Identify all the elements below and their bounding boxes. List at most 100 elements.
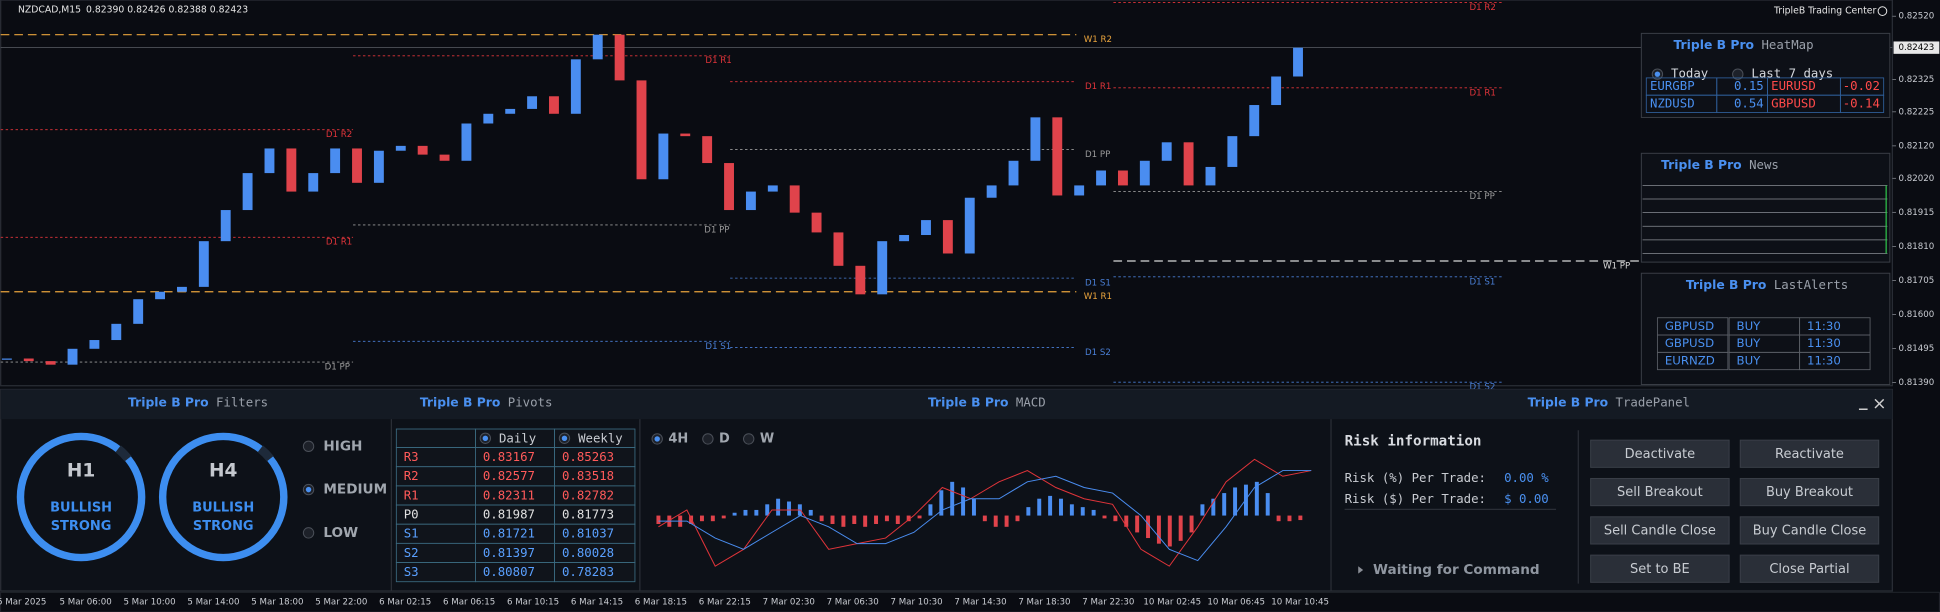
candle-body: [899, 235, 910, 242]
candle-body: [1271, 76, 1282, 106]
pivot-column-toggle-dot[interactable]: [561, 435, 568, 442]
gauge-timeframe: H1: [67, 461, 95, 482]
pivot-label: D1 S1: [1469, 277, 1495, 287]
gauge-strength: STRONG: [51, 519, 112, 534]
filter-level-dot[interactable]: [305, 486, 312, 493]
pivot-label: D1 S2: [1469, 383, 1495, 393]
candle-body: [614, 34, 625, 81]
x-tick-label: 5 Mar 18:00: [251, 598, 303, 608]
macd-histogram-bar: [928, 504, 933, 516]
macd-histogram-bar: [950, 481, 955, 516]
pivot-label: D1 R1: [1085, 82, 1111, 92]
bottom-panel: [0, 388, 1893, 592]
candle-body: [1030, 117, 1041, 161]
tradepanel-title: TradePanel: [1616, 396, 1690, 410]
trade-button-label[interactable]: Buy Breakout: [1766, 485, 1853, 500]
symbol-title: NZDCAD,M15: [18, 4, 81, 15]
news-panel: [1640, 152, 1891, 263]
trade-button-label[interactable]: Reactivate: [1775, 447, 1844, 462]
macd-line: [658, 470, 1312, 562]
alert-cell: [1799, 351, 1871, 371]
macd-histogram-bar: [1004, 515, 1009, 527]
candle-body: [242, 173, 253, 211]
trade-button[interactable]: [1590, 516, 1730, 545]
trade-button[interactable]: [1739, 516, 1880, 545]
macd-histogram-bar: [732, 512, 737, 516]
macd-timeframe-label: W: [760, 431, 774, 446]
y-tick-label: 0.81495: [1899, 344, 1935, 354]
trade-button-label[interactable]: Close Partial: [1769, 562, 1849, 577]
pivot-label: W1 R1: [1084, 292, 1112, 302]
pivot-value: 0.80807: [483, 565, 535, 579]
candle-body: [373, 150, 384, 183]
close-button[interactable]: [1874, 398, 1885, 409]
macd-histogram-bar: [1015, 515, 1020, 522]
trade-button-label[interactable]: Set to BE: [1630, 562, 1690, 577]
trade-button[interactable]: [1590, 477, 1730, 507]
gauge-ring: [158, 432, 288, 562]
x-tick-label: 5 Mar 10:00: [123, 598, 175, 608]
x-tick-label: 6 Mar 22:15: [699, 598, 751, 608]
candle-body: [986, 185, 997, 198]
pivot-value: 0.81987: [483, 507, 535, 521]
x-tick-label: 6 Mar 10:15: [507, 598, 559, 608]
candle-body: [964, 197, 975, 254]
macd-histogram-bar: [863, 515, 868, 527]
candle-body: [527, 96, 538, 109]
pivot-value: 0.85263: [562, 450, 614, 464]
heatmap-brand: Triple B Pro: [1673, 38, 1754, 52]
pivot-label: D1 S2: [1085, 348, 1111, 358]
pivot-value: 0.83518: [562, 469, 614, 483]
macd-histogram-bar: [787, 501, 791, 516]
trade-button-label[interactable]: Sell Candle Close: [1604, 524, 1716, 539]
pivot-column-toggle-dot[interactable]: [482, 435, 489, 442]
gauge-strength: STRONG: [193, 519, 254, 534]
alert-text: EURNZD: [1665, 354, 1715, 368]
pivot-value: 0.82577: [483, 469, 535, 483]
trade-button-label[interactable]: Buy Candle Close: [1753, 524, 1866, 539]
macd-timeframe[interactable]: [702, 433, 714, 445]
candle-body: [855, 265, 866, 295]
trade-button[interactable]: [1590, 554, 1730, 583]
macd-timeframe-dot[interactable]: [654, 436, 660, 442]
macd-title: MACD: [1016, 396, 1046, 410]
candle-body: [264, 148, 275, 174]
macd-histogram-bar: [808, 509, 813, 516]
heatmap-option-label: Last 7 days: [1751, 67, 1833, 81]
pivot-corner: [395, 428, 476, 448]
macd-histogram-bar: [1211, 498, 1216, 516]
candle-body: [395, 145, 406, 151]
trade-button-label[interactable]: Sell Breakout: [1617, 485, 1703, 500]
trade-button[interactable]: [1590, 439, 1730, 468]
heatmap-option-dot[interactable]: [1654, 71, 1661, 77]
heatmap-option[interactable]: [1732, 68, 1744, 80]
pivot-column-label: Weekly: [578, 431, 623, 445]
trade-button-label[interactable]: Deactivate: [1625, 447, 1695, 462]
macd-histogram-bar: [721, 515, 726, 519]
candle-body: [1249, 105, 1260, 137]
risk-value: 0.00 %: [1504, 471, 1549, 485]
candle-body: [549, 96, 559, 114]
risk-title: Risk information: [1345, 433, 1482, 449]
macd-histogram-bar: [1167, 515, 1172, 547]
macd-histogram-bar: [1254, 481, 1259, 516]
candle-body: [461, 123, 472, 161]
filter-level[interactable]: [302, 440, 315, 453]
terminal-name: TripleB Trading Center: [1773, 6, 1876, 17]
pivot-value: 0.81773: [562, 507, 614, 521]
heatmap-pair: EURGBP: [1650, 79, 1695, 93]
filter-level[interactable]: [302, 527, 315, 539]
last-price-box: [1893, 41, 1940, 54]
candle-body: [330, 148, 341, 174]
trade-button[interactable]: [1739, 554, 1880, 583]
y-tick-label: 0.82225: [1899, 107, 1935, 117]
macd-timeframe[interactable]: [743, 433, 755, 445]
macd-histogram-bar: [710, 515, 715, 522]
alert-text: BUY: [1737, 336, 1762, 350]
heatmap-value: -0.14: [1843, 96, 1880, 110]
trade-button[interactable]: [1739, 477, 1880, 507]
candle-body: [789, 185, 800, 213]
pivot-value: 0.80028: [562, 546, 614, 560]
trade-button[interactable]: [1739, 439, 1880, 468]
candle-body: [921, 220, 931, 236]
